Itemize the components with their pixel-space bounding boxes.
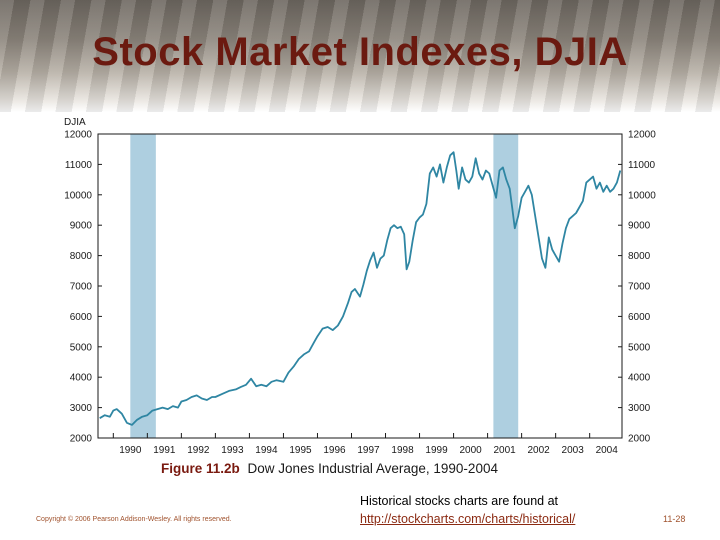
axis-ticks (98, 133, 622, 439)
x-tick-label: 1993 (221, 445, 244, 456)
y-tick-label-left: 9000 (70, 221, 93, 232)
banner-texture (0, 0, 720, 112)
y-tick-label-right: 4000 (628, 373, 651, 384)
y-axis-label: DJIA (64, 117, 86, 128)
y-tick-label-left: 12000 (64, 130, 92, 141)
historical-note: Historical stocks charts are found at ht… (360, 492, 575, 528)
x-tick-label: 2000 (459, 445, 482, 456)
y-tick-label-right: 8000 (628, 251, 651, 262)
y-tick-label-right: 5000 (628, 342, 651, 353)
x-tick-label: 1996 (323, 445, 346, 456)
y-tick-label-left: 7000 (70, 282, 93, 293)
x-tick-labels: 1990 1991 1992 1993 1994 1995 1996 1997 1998 1999… (119, 445, 618, 456)
y-tick-label-left: 8000 (70, 251, 93, 262)
y-tick-label-right: 10000 (628, 190, 656, 201)
y-tick-label-left: 3000 (70, 403, 93, 414)
x-tick-label: 2001 (493, 445, 516, 456)
y-ticks-left: 2000 3000 4000 5000 6000 7000 8000 9000 10000 110… (64, 130, 92, 445)
y-tick-label-left: 11000 (65, 160, 93, 171)
figure-label: Figure 11.2b (161, 461, 240, 476)
x-tick-label: 1994 (255, 445, 278, 456)
y-tick-label-right: 3000 (628, 403, 651, 414)
y-tick-label-right: 2000 (628, 434, 651, 445)
figure-text: Dow Jones Industrial Average, 1990-2004 (247, 461, 498, 476)
historical-link[interactable]: http://stockcharts.com/charts/historical… (360, 512, 576, 526)
y-ticks-right: 2000 3000 4000 5000 6000 7000 8000 9000 10000 110… (628, 130, 656, 445)
recession-band-1 (130, 134, 156, 438)
x-tick-label: 1991 (153, 445, 176, 456)
x-tick-label: 2002 (528, 445, 551, 456)
y-tick-label-right: 11000 (628, 160, 656, 171)
plot-frame (97, 133, 623, 439)
y-tick-label-left: 5000 (70, 342, 93, 353)
y-tick-label-right: 12000 (628, 130, 656, 141)
x-tick-label: 1990 (119, 445, 142, 456)
y-tick-label-left: 6000 (70, 312, 93, 323)
figure-caption: Figure 11.2b Dow Jones Industrial Averag… (161, 461, 498, 476)
header-banner (0, 0, 720, 112)
x-tick-label: 1999 (425, 445, 448, 456)
x-tick-label: 1992 (187, 445, 210, 456)
y-tick-label-right: 6000 (628, 312, 651, 323)
x-tick-label: 1998 (391, 445, 414, 456)
x-tick-label: 2004 (596, 445, 619, 456)
djia-series-line (99, 151, 622, 426)
x-tick-label: 1995 (289, 445, 312, 456)
note-text: Historical stocks charts are found at (360, 494, 558, 508)
y-tick-label-left: 10000 (64, 190, 92, 201)
recession-bands (130, 134, 519, 438)
page-number: 11-28 (663, 514, 686, 524)
y-tick-label-right: 7000 (628, 282, 651, 293)
slide-title: Stock Market Indexes, DJIA (92, 30, 628, 74)
y-tick-label-left: 2000 (70, 434, 93, 445)
copyright-text: Copyright © 2006 Pearson Addison-Wesley.… (36, 516, 232, 523)
y-tick-label-left: 4000 (70, 373, 93, 384)
x-tick-label: 2003 (562, 445, 585, 456)
y-tick-label-right: 9000 (628, 221, 651, 232)
x-tick-label: 1997 (357, 445, 380, 456)
